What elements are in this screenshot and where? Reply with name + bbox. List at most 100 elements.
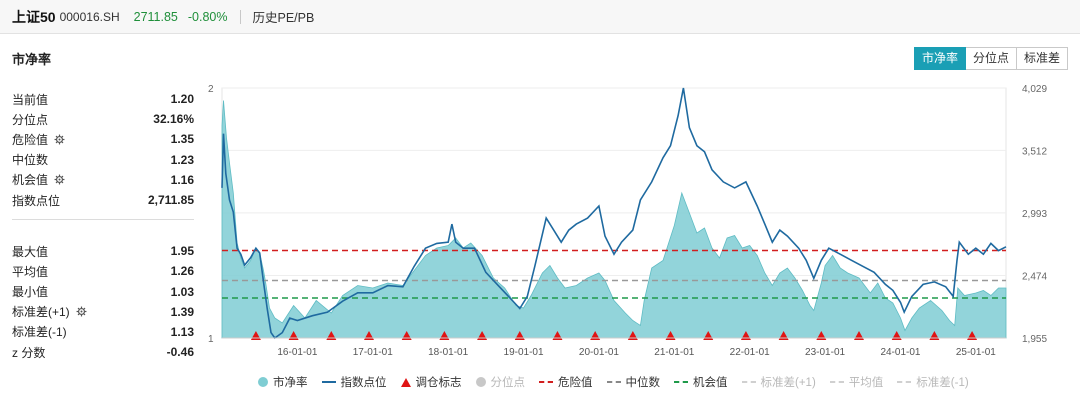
stat-label-text: 标准差(-1)	[12, 325, 67, 340]
legend-item[interactable]: 机会值	[674, 374, 728, 390]
legend-label: 标准差(+1)	[760, 377, 816, 389]
stat-label-text: 平均值	[12, 264, 49, 279]
stat-label-text: 机会值	[12, 173, 49, 188]
stat-label: 中位数	[12, 151, 48, 168]
stat-value: 1.35	[170, 132, 194, 147]
y-left-tick-label: 1	[208, 334, 214, 345]
legend-dash-icon	[606, 381, 621, 383]
stat-label: z 分数	[12, 344, 45, 361]
stat-label-text: 最大值	[12, 244, 49, 259]
x-tick-label: 17-01-01	[353, 347, 393, 358]
legend-item[interactable]: 市净率	[258, 374, 308, 390]
stat-label-text: 当前值	[12, 92, 49, 107]
stat-label: 标准差(-1)	[12, 323, 67, 340]
stat-row: 分位点 32.16%	[12, 109, 194, 129]
x-tick-label: 20-01-01	[579, 347, 619, 358]
settings-gear-icon[interactable]	[54, 134, 65, 145]
legend-dash-icon	[897, 381, 912, 383]
index-line	[221, 87, 1007, 340]
stat-label: 标准差(+1)	[12, 303, 87, 320]
index-price: 2711.85	[133, 9, 178, 24]
section-title: 市净率	[12, 52, 52, 67]
legend-item[interactable]: 中位数	[606, 374, 661, 390]
legend-item[interactable]: 平均值	[829, 374, 884, 390]
stat-row: 机会值 1.16	[12, 170, 194, 190]
stat-row: 标准差(-1) 1.13	[12, 322, 194, 342]
legend-label: 平均值	[848, 377, 884, 389]
stat-label-text: 分位点	[12, 112, 49, 127]
settings-gear-icon[interactable]	[76, 306, 87, 317]
x-tick-label: 21-01-01	[654, 347, 694, 358]
tab-pb[interactable]: 市净率	[914, 47, 967, 70]
stat-label: 最小值	[12, 283, 48, 300]
stat-label-text: 指数点位	[12, 193, 61, 208]
metric-toggle: 市净率 分位点 标准差	[914, 47, 1069, 70]
stat-row: 当前值 1.20	[12, 89, 194, 109]
index-change: -0.80%	[187, 9, 228, 24]
stat-value: 32.16%	[153, 112, 194, 127]
tab-percentile[interactable]: 分位点	[966, 47, 1018, 70]
legend-label: 机会值	[693, 377, 728, 389]
stat-label: 平均值	[12, 263, 48, 280]
stat-value: 1.39	[170, 304, 194, 319]
legend-label: 指数点位	[340, 377, 387, 389]
stat-value: 1.13	[170, 324, 194, 339]
legend-item[interactable]: 指数点位	[321, 374, 387, 390]
chart-legend: 市净率 指数点位 调仓标志 分位点 危险值 中位数 机会值 标准差(+1) 平均值 标准差(-1)	[258, 374, 983, 390]
legend-label: 市净率	[273, 377, 308, 389]
y-right-tick-label: 2,474	[1022, 271, 1047, 282]
stat-value: 1.95	[170, 244, 194, 259]
legend-item[interactable]: 分位点	[475, 374, 526, 390]
stat-value: 1.23	[170, 152, 194, 167]
x-tick-label: 19-01-01	[504, 347, 544, 358]
pb-chart: 1 2 1,955 2,474 2,993 3,512 4,029 16-01-01 17-01…	[208, 84, 1047, 358]
legend-label: 分位点	[490, 377, 526, 389]
legend-item[interactable]: 调仓标志	[400, 374, 462, 390]
stat-row: 最大值 1.95	[12, 241, 194, 261]
stat-label: 分位点	[12, 111, 48, 128]
tab-std-dev[interactable]: 标准差	[1017, 47, 1069, 70]
stat-row: 标准差(+1) 1.39	[12, 302, 194, 322]
pb-area	[221, 100, 1007, 339]
stat-label: 危险值	[12, 131, 65, 148]
x-tick-label: 23-01-01	[805, 347, 845, 358]
stat-row: z 分数 -0.46	[12, 342, 194, 362]
stat-row: 平均值 1.26	[12, 261, 194, 281]
stats-divider	[12, 219, 194, 220]
stat-value: 1.20	[170, 92, 194, 107]
legend-dash-icon	[674, 381, 688, 383]
y-right-tick-label: 1,955	[1022, 334, 1047, 345]
header-bar: 上证50 000016.SH 2711.85 -0.80% 历史PE/PB	[0, 0, 1080, 34]
stat-label-text: 最小值	[12, 285, 49, 300]
legend-item[interactable]: 危险值	[539, 374, 593, 390]
stat-label: 机会值	[12, 171, 65, 188]
legend-dash-icon	[741, 381, 756, 383]
stat-label: 指数点位	[12, 192, 60, 209]
stat-row: 指数点位 2,711.85	[12, 190, 194, 210]
legend-item[interactable]: 标准差(-1)	[897, 374, 969, 390]
legend-triangle-icon	[400, 377, 411, 387]
legend-label: 调仓标志	[415, 377, 462, 389]
index-code: 000016.SH	[59, 9, 120, 24]
history-pe-pb-link[interactable]: 历史PE/PB	[252, 11, 315, 25]
x-tick-label: 25-01-01	[956, 347, 996, 358]
stat-label-text: 中位数	[12, 153, 49, 168]
legend-label: 标准差(-1)	[916, 377, 969, 389]
settings-gear-icon[interactable]	[54, 174, 65, 185]
y-right-tick-label: 4,029	[1022, 84, 1047, 95]
header-divider	[239, 9, 241, 24]
index-name: 上证50	[12, 8, 56, 25]
legend-label: 危险值	[558, 377, 593, 389]
x-tick-label: 24-01-01	[880, 347, 920, 358]
legend-label: 中位数	[625, 377, 661, 389]
stats-group-current: 当前值 1.20 分位点 32.16% 危险值 1.35 中位数 1.23 机会值 1.16 指数点…	[12, 89, 194, 210]
stat-value: 1.03	[170, 284, 194, 299]
stat-label: 最大值	[12, 243, 48, 260]
legend-dot-icon	[475, 377, 486, 387]
stats-panel: 当前值 1.20 分位点 32.16% 危险值 1.35 中位数 1.23 机会值 1.16 指数点…	[12, 89, 194, 362]
stat-row: 最小值 1.03	[12, 282, 194, 302]
stat-value: 1.16	[170, 172, 194, 187]
stat-label-text: 危险值	[12, 132, 49, 147]
legend-item[interactable]: 标准差(+1)	[741, 374, 816, 390]
x-tick-label: 22-01-01	[730, 347, 770, 358]
